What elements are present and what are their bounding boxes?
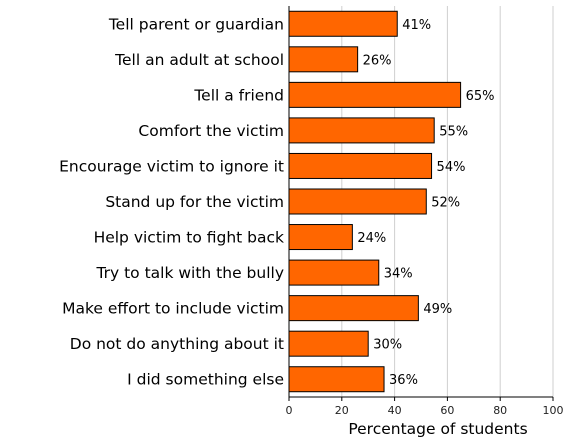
bars <box>288 10 462 393</box>
value-label: 52% <box>431 196 460 211</box>
x-tick-label: 20 <box>335 404 349 417</box>
value-label: 55% <box>439 124 468 139</box>
category-label: Tell parent or guardian <box>108 15 284 33</box>
x-tick-label: 80 <box>493 404 507 417</box>
category-label: Stand up for the victim <box>105 193 284 211</box>
category-label: Comfort the victim <box>138 122 284 140</box>
x-tick-label: 100 <box>543 404 564 417</box>
value-label: 54% <box>437 160 466 175</box>
bar <box>288 295 419 322</box>
category-label: Try to talk with the bully <box>95 264 284 282</box>
category-labels: Tell parent or guardian Tell an adult at … <box>59 15 284 388</box>
value-label: 30% <box>373 338 402 353</box>
x-axis-title: Percentage of students <box>348 420 527 438</box>
category-label: Do not do anything about it <box>70 335 284 353</box>
category-label: Tell an adult at school <box>114 51 284 69</box>
bar <box>288 224 353 251</box>
category-label: Encourage victim to ignore it <box>59 157 284 175</box>
x-axis-ticks: 0 20 40 60 80 100 <box>286 397 564 417</box>
value-label: 65% <box>466 89 495 104</box>
bar <box>288 117 435 144</box>
value-label: 34% <box>384 267 413 282</box>
bar <box>288 10 398 37</box>
bar <box>288 81 462 108</box>
bar <box>288 188 427 215</box>
value-label: 41% <box>402 18 431 33</box>
category-label: Tell a friend <box>193 86 284 104</box>
x-tick-label: 0 <box>286 404 293 417</box>
value-label: 36% <box>389 373 418 388</box>
bar <box>288 152 433 179</box>
category-label: Make effort to include victim <box>62 300 284 318</box>
bar <box>288 330 369 357</box>
value-label: 49% <box>423 302 452 317</box>
x-tick-label: 40 <box>388 404 402 417</box>
value-label: 24% <box>357 231 386 246</box>
value-labels: 41% 26% 65% 55% 54% 52% 24% 34% 49% 30% 36% <box>357 18 494 388</box>
bar <box>288 46 359 73</box>
bar <box>288 259 380 286</box>
x-tick-label: 60 <box>440 404 454 417</box>
value-label: 26% <box>363 53 392 68</box>
category-label: Help victim to fight back <box>94 229 284 247</box>
bar <box>288 366 385 393</box>
category-label: I did something else <box>127 371 284 389</box>
